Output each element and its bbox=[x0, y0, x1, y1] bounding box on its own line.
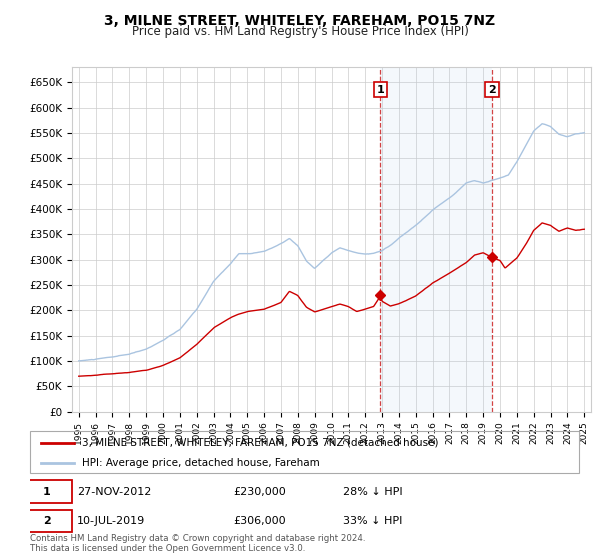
Text: 27-NOV-2012: 27-NOV-2012 bbox=[77, 487, 151, 497]
Text: HPI: Average price, detached house, Fareham: HPI: Average price, detached house, Fare… bbox=[82, 458, 320, 468]
Text: 2: 2 bbox=[488, 85, 496, 95]
Text: 2: 2 bbox=[43, 516, 51, 526]
Text: £230,000: £230,000 bbox=[233, 487, 286, 497]
Text: £306,000: £306,000 bbox=[233, 516, 286, 526]
Text: 10-JUL-2019: 10-JUL-2019 bbox=[77, 516, 145, 526]
Text: 3, MILNE STREET, WHITELEY, FAREHAM, PO15 7NZ (detached house): 3, MILNE STREET, WHITELEY, FAREHAM, PO15… bbox=[82, 438, 439, 448]
Text: Contains HM Land Registry data © Crown copyright and database right 2024.
This d: Contains HM Land Registry data © Crown c… bbox=[30, 534, 365, 553]
Text: 33% ↓ HPI: 33% ↓ HPI bbox=[343, 516, 403, 526]
Text: 28% ↓ HPI: 28% ↓ HPI bbox=[343, 487, 403, 497]
Bar bbox=[380, 67, 492, 412]
FancyBboxPatch shape bbox=[22, 480, 72, 503]
Text: Price paid vs. HM Land Registry's House Price Index (HPI): Price paid vs. HM Land Registry's House … bbox=[131, 25, 469, 38]
Text: 1: 1 bbox=[43, 487, 51, 497]
FancyBboxPatch shape bbox=[22, 510, 72, 532]
Text: 1: 1 bbox=[376, 85, 384, 95]
Text: 3, MILNE STREET, WHITELEY, FAREHAM, PO15 7NZ: 3, MILNE STREET, WHITELEY, FAREHAM, PO15… bbox=[104, 14, 496, 28]
